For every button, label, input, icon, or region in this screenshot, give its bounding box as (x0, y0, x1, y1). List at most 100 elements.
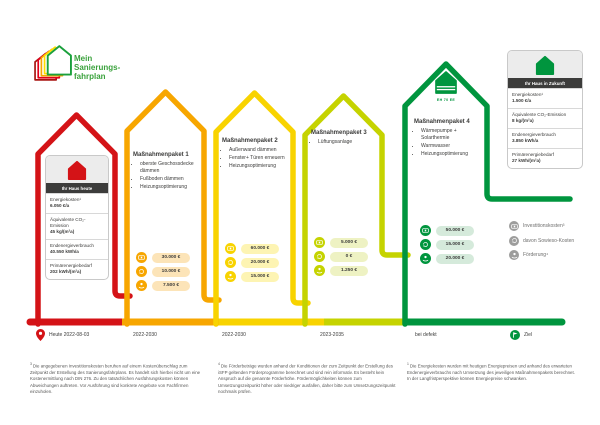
cost-row: 60.000 € (225, 243, 279, 254)
cost-row: 5.000 € (314, 237, 368, 248)
coin-cycle-icon (420, 239, 431, 250)
stat-row: Energiekosten¹ 6.050 €/a (46, 193, 108, 213)
bullet-item: Heizungsoptimierung (140, 184, 201, 191)
cost-value: 20.000 € (241, 257, 279, 268)
future-card-icon-area (508, 51, 582, 78)
cost-legend: Investitionskosten³ davon Sowieso-Kosten… (509, 221, 574, 265)
footnote-text: Die Förderbeträge wurden anhand der Kond… (218, 363, 396, 394)
stat-label: Energiekosten¹ (50, 197, 81, 202)
today-card: Ihr Haus heute Energiekosten¹ 6.050 €/a … (45, 155, 109, 280)
logo-line-3: fahrplan (74, 72, 106, 82)
timeline-label-goal: Ziel (524, 332, 533, 338)
package-bullet-list: oberste Geschossdecke dämmen Fußboden dä… (133, 161, 201, 190)
start-pin-icon (36, 329, 45, 341)
package-3-box: Maßnahmenpaket 3 Lüftungsanlage (311, 130, 379, 147)
stat-value: 3.850 kWh/a (512, 138, 539, 144)
legend-label: Förderung⁴ (523, 252, 549, 258)
footnote-marker: 3 (30, 362, 32, 366)
bullet-item: Heizungsoptimierung (229, 163, 290, 170)
coin-cycle-icon (314, 251, 325, 262)
future-card: Ihr Haus in Zukunft Energiekosten¹ 1.500… (507, 50, 583, 169)
banknote-icon (314, 237, 325, 248)
bullet-item: Fenster+ Türen erneuern (229, 155, 290, 162)
today-card-label: Ihr Haus heute (46, 183, 108, 193)
legend-item: Investitionskosten³ (509, 221, 574, 231)
package-title: Maßnahmenpaket 1 (133, 152, 189, 158)
stat-label: Primärenergiebedarf (512, 151, 554, 157)
package-title: Maßnahmenpaket 3 (311, 130, 367, 136)
stat-label: Energiekosten¹ (512, 92, 543, 97)
cost-value: 50.000 € (436, 225, 474, 236)
cost-row: 10.000 € (136, 266, 190, 277)
cost-value: 60.000 € (241, 243, 279, 254)
cost-value: 1.250 € (330, 265, 368, 276)
bullet-item: Warmwasser (421, 143, 484, 150)
today-card-icon-area (46, 156, 108, 183)
banknote-icon (225, 243, 236, 254)
package-1-box: Maßnahmenpaket 1 oberste Geschossdecke d… (133, 152, 201, 192)
coin-cycle-icon (136, 266, 147, 277)
coin-cycle-icon (225, 257, 236, 268)
package-bullet-list: Außenwand dämmen Fenster+ Türen erneuern… (222, 147, 290, 170)
logo-line-2: Sanierungs- (74, 63, 121, 73)
cost-row: 20.000 € (420, 253, 474, 264)
bullet-item: Außenwand dämmen (229, 147, 290, 154)
package-2-box: Maßnahmenpaket 2 Außenwand dämmen Fenste… (222, 138, 290, 171)
footnote-marker: 1 (407, 362, 409, 366)
stat-value: 40.550 kWh/a (50, 249, 79, 255)
cost-value: 10.000 € (152, 266, 190, 277)
legend-label: davon Sowieso-Kosten (523, 237, 575, 244)
timeline-label-4: bei defekt (415, 332, 437, 338)
cost-value: 7.500 € (152, 280, 190, 291)
package-bullet-list: Lüftungsanlage (311, 139, 379, 146)
house-outline-package-2 (213, 90, 311, 327)
house-outline-package-4 (402, 61, 573, 327)
package-title: Maßnahmenpaket 2 (222, 138, 278, 144)
stat-value: 6.050 €/a (50, 203, 70, 209)
stat-row: Primärenergiebedarf 27 kWh/(m²a) (508, 147, 582, 168)
cost-row: 15.000 € (225, 271, 279, 282)
cost-value: 0 € (330, 251, 368, 262)
stat-label: Äquivalente CO₂-Emission (50, 216, 86, 228)
stat-value: 1.500 €/a (512, 98, 532, 104)
footnote-text: Die angegebenen Investitionskosten beruh… (30, 363, 201, 394)
stat-label: Primärenergiebedarf (50, 262, 92, 268)
efficiency-house-badge: EH 70 EE (436, 98, 456, 102)
footnote-subsidy: 4Die Förderbeträge wurden anhand der Kon… (218, 362, 398, 395)
banknote-icon (509, 221, 519, 231)
bullet-item: oberste Geschossdecke dämmen (140, 161, 201, 174)
house-outline-today (35, 112, 133, 327)
package-bullet-list: Wärmepumpe + Solarthermie Warmwasser Hei… (414, 128, 484, 157)
cost-row: 30.000 € (136, 252, 190, 263)
cost-value: 15.000 € (241, 271, 279, 282)
bullet-item: Heizungsoptimierung (421, 151, 484, 158)
stat-label: Äquivalente CO₂-Emission (512, 111, 567, 117)
footnote-text: Die Energiekosten wurden mit heutigen En… (407, 363, 575, 382)
legend-item: davon Sowieso-Kosten (509, 235, 575, 246)
timeline-label-2: 2022-2030 (222, 332, 246, 338)
cost-row: 0 € (314, 251, 368, 262)
house-outline-package-3 (302, 93, 411, 327)
stat-value: 27 kWh/(m²a) (512, 158, 541, 164)
stat-row: Äquivalente CO₂-Emission 45 kg/(m²a) (46, 212, 108, 239)
timeline-label-start: Heute 2022-08-03 (49, 332, 90, 338)
package-4-box: Maßnahmenpaket 4 Wärmepumpe + Solartherm… (414, 119, 484, 159)
coin-cycle-icon (509, 235, 519, 246)
legend-label: Investitionskosten³ (523, 223, 565, 229)
green-house-eh-icon (435, 71, 457, 94)
stat-value: 8 kg/(m²a) (512, 118, 534, 124)
red-house-icon (67, 160, 87, 180)
stat-row: Primärenergiebedarf 202 kWh/(m²a) (46, 258, 108, 279)
hand-coin-icon (509, 250, 519, 260)
hand-coin-icon (314, 265, 325, 276)
stat-row: Äquivalente CO₂-Emission 8 kg/(m²a) (508, 107, 582, 128)
cost-value: 5.000 € (330, 237, 368, 248)
bullet-item: Wärmepumpe + Solarthermie (421, 128, 484, 141)
bullet-item: Fußboden dämmen (140, 176, 201, 183)
cost-row: 15.000 € (420, 239, 474, 250)
timeline-label-1: 2022-2030 (133, 332, 157, 338)
hand-coin-icon (225, 271, 236, 282)
stat-row: Endenergieverbrauch 3.850 kWh/a (508, 127, 582, 148)
